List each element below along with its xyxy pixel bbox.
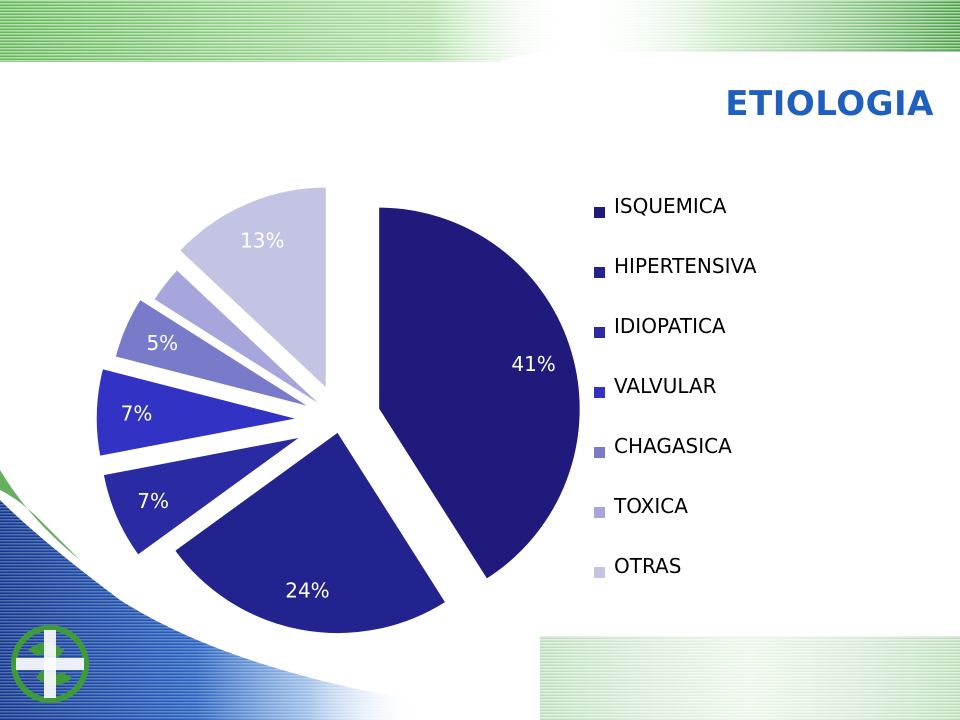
legend-label: OTRAS: [614, 554, 682, 578]
legend-item-chagasica: CHAGASICA: [594, 422, 894, 482]
legend-label: TOXICA: [614, 494, 688, 518]
legend-item-valvular: VALVULAR: [594, 362, 894, 422]
legend-label: ISQUEMICA: [614, 194, 727, 218]
pie-slice-idiopatica: [102, 435, 302, 557]
legend-label: VALVULAR: [614, 374, 717, 398]
legend-label: HIPERTENSIVA: [614, 254, 757, 278]
pie-slice-isquemica: [377, 206, 582, 581]
data-label-valvular: 7%: [121, 402, 153, 426]
chart-legend: ISQUEMICA HIPERTENSIVA IDIOPATICA VALVULAR C…: [594, 182, 894, 602]
legend-swatch: [594, 326, 605, 338]
legend-label: IDIOPATICA: [614, 314, 726, 338]
legend-item-idiopatica: IDIOPATICA: [594, 302, 894, 362]
pie-slice-chagasica: [114, 298, 312, 409]
data-label-hipertensiva: 24%: [285, 579, 329, 603]
legend-label: CHAGASICA: [614, 434, 732, 458]
data-label-otras: 13%: [240, 228, 284, 252]
pie-slice-hipertensiva: [173, 430, 448, 635]
legend-item-hipertensiva: HIPERTENSIVA: [594, 242, 894, 302]
data-label-chagasica: 5%: [146, 331, 178, 355]
legend-item-toxica: TOXICA: [594, 482, 894, 542]
legend-item-otras: OTRAS: [594, 542, 894, 602]
legend-swatch: [594, 386, 605, 398]
slide-title: ETIOLOGIA: [725, 84, 934, 124]
legend-swatch: [594, 506, 605, 518]
legend-swatch: [594, 446, 605, 458]
pie-slice-otras: [178, 186, 328, 391]
legend-swatch: [594, 566, 605, 578]
data-label-isquemica: 41%: [511, 352, 555, 376]
legend-swatch: [594, 266, 605, 278]
legend-item-isquemica: ISQUEMICA: [594, 182, 894, 242]
legend-swatch: [594, 206, 605, 218]
pie-slice-toxica: [152, 268, 325, 409]
logo: [11, 625, 89, 703]
pie-slice-valvular: [95, 367, 299, 458]
data-label-idiopatica: 7%: [137, 489, 169, 513]
